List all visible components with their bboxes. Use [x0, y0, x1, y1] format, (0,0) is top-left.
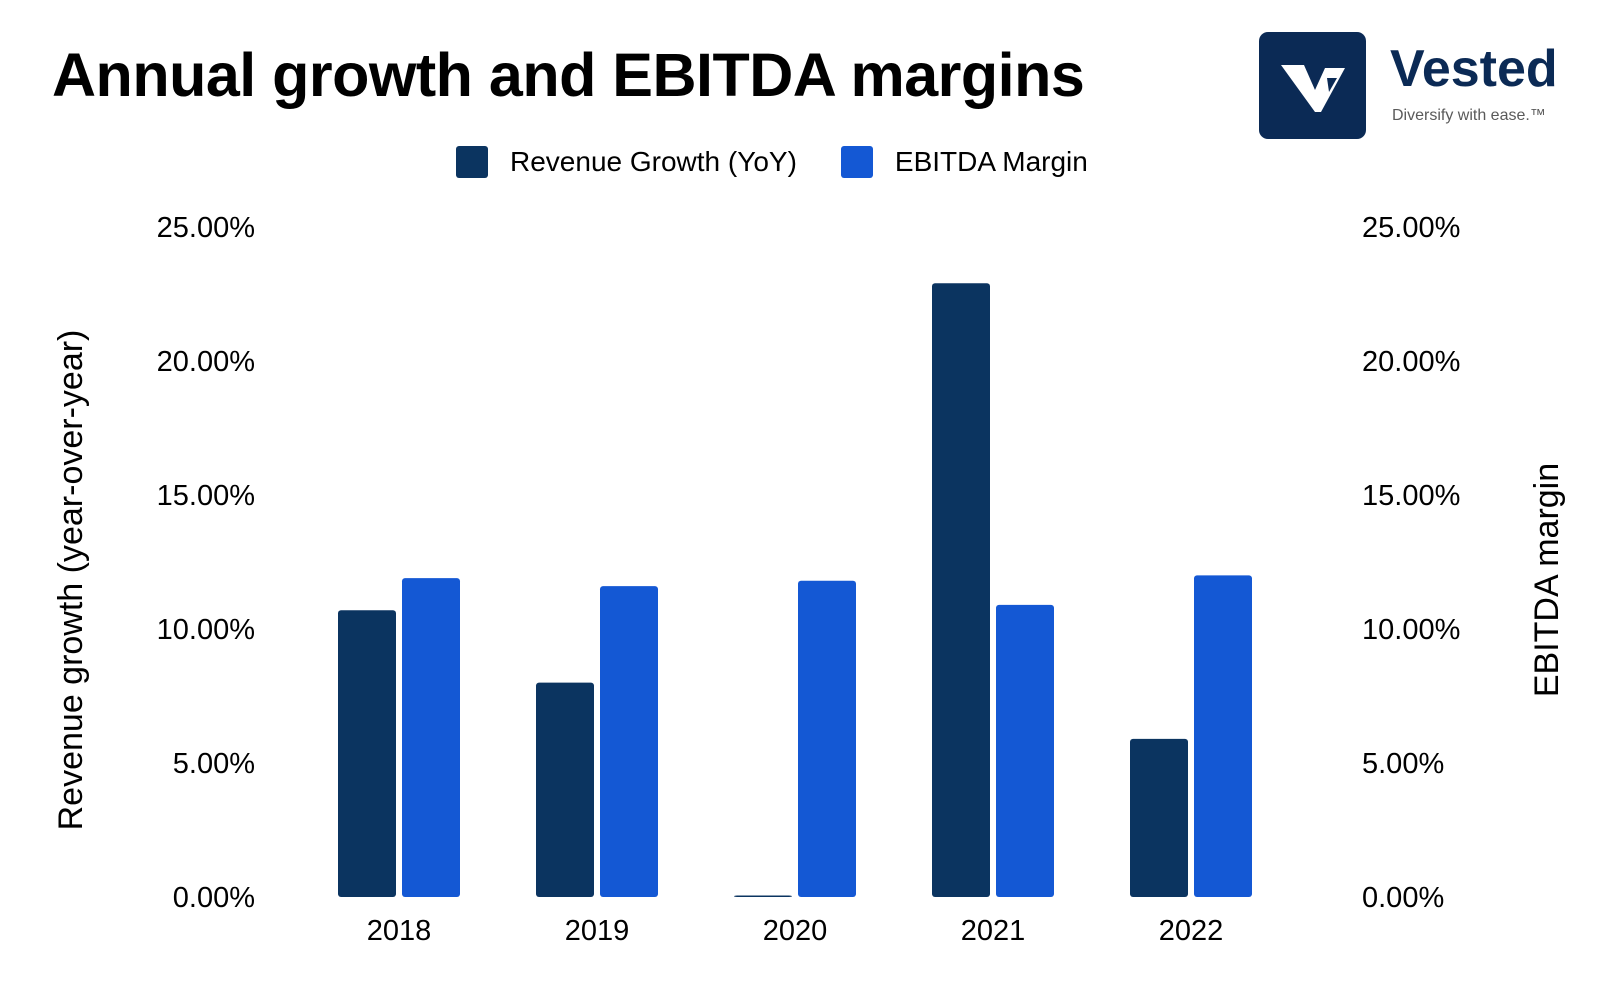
category-label-2021: 2021	[961, 915, 1026, 947]
bar-revenue-growth-2022	[1130, 738, 1188, 897]
brand-name: Vested	[1390, 40, 1558, 98]
vested-logo	[1259, 32, 1366, 139]
bar-revenue-growth-2018	[338, 610, 396, 897]
category-label-2018: 2018	[367, 915, 432, 947]
legend-label-revenue-growth: Revenue Growth (YoY)	[510, 146, 797, 177]
bar-ebitda-margin-2020	[798, 580, 856, 897]
category-label-2020: 2020	[763, 915, 828, 947]
bars	[338, 283, 1252, 897]
bar-ebitda-margin-2021	[996, 604, 1054, 897]
left-tick-label: 0.00%	[173, 882, 255, 914]
brand-tagline: Diversify with ease.™	[1392, 107, 1546, 124]
category-label-2022: 2022	[1159, 915, 1224, 947]
chart-title: Annual growth and EBITDA margins	[52, 41, 1085, 109]
right-tick-label: 15.00%	[1362, 480, 1460, 512]
legend-swatch-ebitda-margin	[840, 146, 873, 178]
chart-legend: Revenue Growth (YoY) EBITDA Margin	[456, 146, 1088, 178]
left-tick-label: 15.00%	[157, 480, 255, 512]
legend-swatch-revenue-growth	[456, 146, 488, 178]
legend-item-ebitda-margin: EBITDA Margin	[840, 146, 1088, 178]
left-tick-label: 20.00%	[157, 346, 255, 378]
legend-label-ebitda-margin: EBITDA Margin	[894, 146, 1088, 177]
right-tick-label: 20.00%	[1362, 346, 1460, 378]
bar-revenue-growth-2019	[536, 682, 594, 897]
left-axis-ticks: 0.00% 5.00% 10.00% 15.00% 20.00% 25.00%	[157, 212, 255, 914]
left-axis-label: Revenue growth (year-over-year)	[52, 330, 90, 831]
bar-ebitda-margin-2018	[402, 578, 460, 897]
right-tick-label: 10.00%	[1362, 614, 1460, 646]
legend-item-revenue-growth: Revenue Growth (YoY)	[456, 146, 797, 178]
left-tick-label: 25.00%	[157, 212, 255, 244]
bar-revenue-growth-2020	[734, 895, 792, 897]
category-label-2019: 2019	[565, 915, 630, 947]
vested-v-logo-icon	[1281, 65, 1345, 112]
left-tick-label: 10.00%	[157, 614, 255, 646]
bar-ebitda-margin-2019	[600, 586, 658, 897]
bar-revenue-growth-2021	[932, 283, 990, 897]
category-labels: 2018 2019 2020 2021 2022	[367, 915, 1224, 947]
right-axis-ticks: 0.00% 5.00% 10.00% 15.00% 20.00% 25.00%	[1362, 212, 1460, 914]
right-tick-label: 0.00%	[1362, 882, 1444, 914]
right-axis-label: EBITDA margin	[1528, 463, 1566, 697]
bar-ebitda-margin-2022	[1194, 575, 1252, 897]
right-tick-label: 25.00%	[1362, 212, 1460, 244]
right-tick-label: 5.00%	[1362, 748, 1444, 780]
left-tick-label: 5.00%	[173, 748, 255, 780]
